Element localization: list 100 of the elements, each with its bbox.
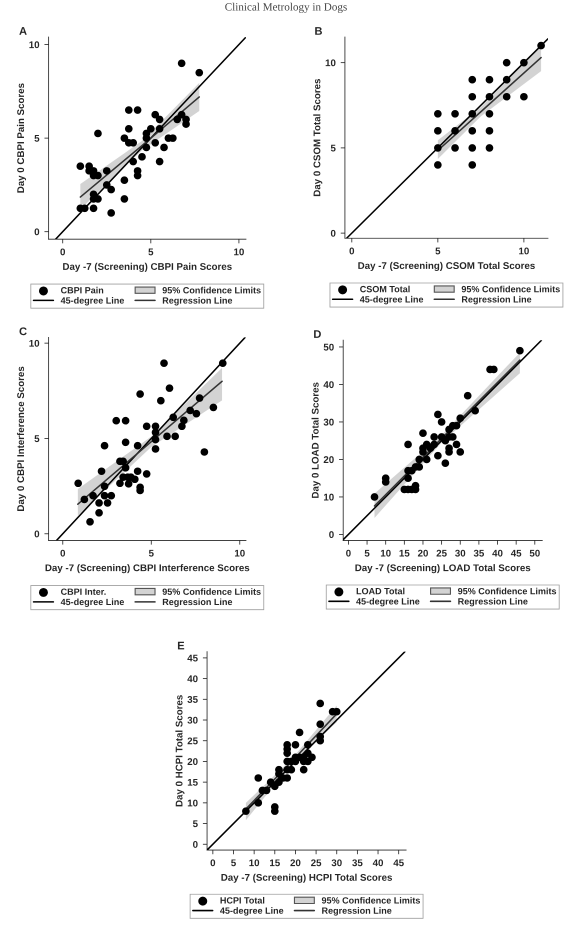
x-tick-label: 10 xyxy=(234,550,245,557)
x-tick-label: 45 xyxy=(510,550,522,557)
point xyxy=(138,153,146,161)
point xyxy=(98,467,106,476)
x-tick-label: 35 xyxy=(474,550,484,557)
y-tick-label: 0 xyxy=(329,531,334,538)
point xyxy=(434,452,442,460)
point xyxy=(120,176,128,184)
legend-label: Regression Line xyxy=(162,598,232,607)
point xyxy=(471,406,479,415)
point xyxy=(76,162,84,170)
point xyxy=(116,479,124,488)
text: 95% Confidence Limits xyxy=(322,896,420,904)
point xyxy=(120,134,128,142)
point xyxy=(134,106,142,114)
y-tick-label: 15 xyxy=(188,778,198,786)
text: 95% Confidence Limits xyxy=(162,588,261,595)
x-tick-label: 35 xyxy=(352,859,363,866)
y-tick-label: 5 xyxy=(34,134,40,142)
point xyxy=(434,127,442,135)
point xyxy=(147,124,155,133)
point xyxy=(192,410,200,418)
x-tick-label: 25 xyxy=(311,859,322,866)
point xyxy=(178,110,186,119)
point xyxy=(296,728,304,736)
point xyxy=(468,161,476,169)
point xyxy=(456,448,464,456)
point xyxy=(156,124,164,133)
legend-label: 45-degree Line xyxy=(356,598,420,606)
y-tick-label: 20 xyxy=(188,758,198,766)
point xyxy=(178,59,186,68)
point xyxy=(142,422,150,430)
chart-title: A xyxy=(19,27,27,35)
legend-label: Regression Line xyxy=(162,297,232,306)
y-tick-label: 50 xyxy=(324,344,334,351)
point xyxy=(520,58,528,66)
x-tick-label: 20 xyxy=(290,859,300,866)
x-tick-label: 15 xyxy=(400,550,410,557)
y-tick-label: 25 xyxy=(188,737,198,744)
x-axis-title: Day -7 (Screening) CSOM Total Scores xyxy=(358,262,535,271)
x-tick-label: 5 xyxy=(231,859,236,866)
point xyxy=(195,68,204,76)
point xyxy=(502,92,510,101)
chart-title: D xyxy=(314,330,321,338)
point xyxy=(102,181,111,189)
y-tick-label: 0 xyxy=(330,230,336,237)
point xyxy=(160,144,168,152)
point xyxy=(178,422,186,430)
y-tick-label: 10 xyxy=(188,800,198,806)
point xyxy=(464,392,472,400)
y-axis-title: Day 0 LOAD Total Scores xyxy=(312,382,321,498)
y-axis-title: Day 0 CSOM Total Scores xyxy=(313,78,322,196)
y-tick-label: 10 xyxy=(29,340,40,347)
y-tick-label: 30 xyxy=(324,418,334,426)
point xyxy=(160,359,168,367)
point xyxy=(112,416,120,425)
legend-label: 45-degree Line xyxy=(60,598,124,607)
point xyxy=(486,92,494,101)
x-tick-label: 10 xyxy=(380,550,391,557)
point xyxy=(74,479,82,488)
y-axis-title: Day 0 CBPI Pain Scores xyxy=(16,83,26,193)
point xyxy=(468,144,476,152)
point xyxy=(502,58,510,66)
text: Clinical Metrology in Dogs xyxy=(225,2,347,13)
x-axis-title: Day -7 (Screening) LOAD Total Scores xyxy=(355,564,530,574)
point xyxy=(124,106,133,114)
y-axis-title: Day 0 CBPI Interference Scores xyxy=(16,366,26,511)
text: 95% Confidence Limits xyxy=(162,286,261,294)
point xyxy=(90,204,98,212)
text: 95% Confidence Limits xyxy=(462,286,560,292)
point xyxy=(404,474,412,482)
point xyxy=(142,144,150,152)
x-tick-label: 5 xyxy=(435,248,440,254)
chart-title: C xyxy=(19,327,27,336)
y-tick-label: 0 xyxy=(34,228,40,236)
y-axis-title: Day 0 HCPI Total Scores xyxy=(175,695,184,806)
point xyxy=(152,436,160,444)
point xyxy=(516,346,524,355)
point xyxy=(210,404,218,412)
chart-title: B xyxy=(315,27,322,35)
point xyxy=(134,442,142,450)
point xyxy=(129,158,137,166)
y-tick-label: 0 xyxy=(34,530,40,538)
x-axis-title: Day -7 (Screening) HCPI Total Scores xyxy=(221,874,392,883)
point xyxy=(134,467,142,476)
point xyxy=(131,475,139,484)
point xyxy=(200,448,208,456)
y-tick-label: 5 xyxy=(330,144,336,152)
chart-title: E xyxy=(178,642,184,650)
point xyxy=(136,390,144,398)
point xyxy=(218,359,227,367)
point xyxy=(196,394,204,402)
point xyxy=(451,144,459,152)
point xyxy=(151,110,160,119)
x-tick-label: 40 xyxy=(492,550,503,557)
point xyxy=(422,456,430,464)
point xyxy=(124,124,133,133)
point xyxy=(486,110,494,118)
point xyxy=(107,186,115,194)
point xyxy=(434,161,442,169)
